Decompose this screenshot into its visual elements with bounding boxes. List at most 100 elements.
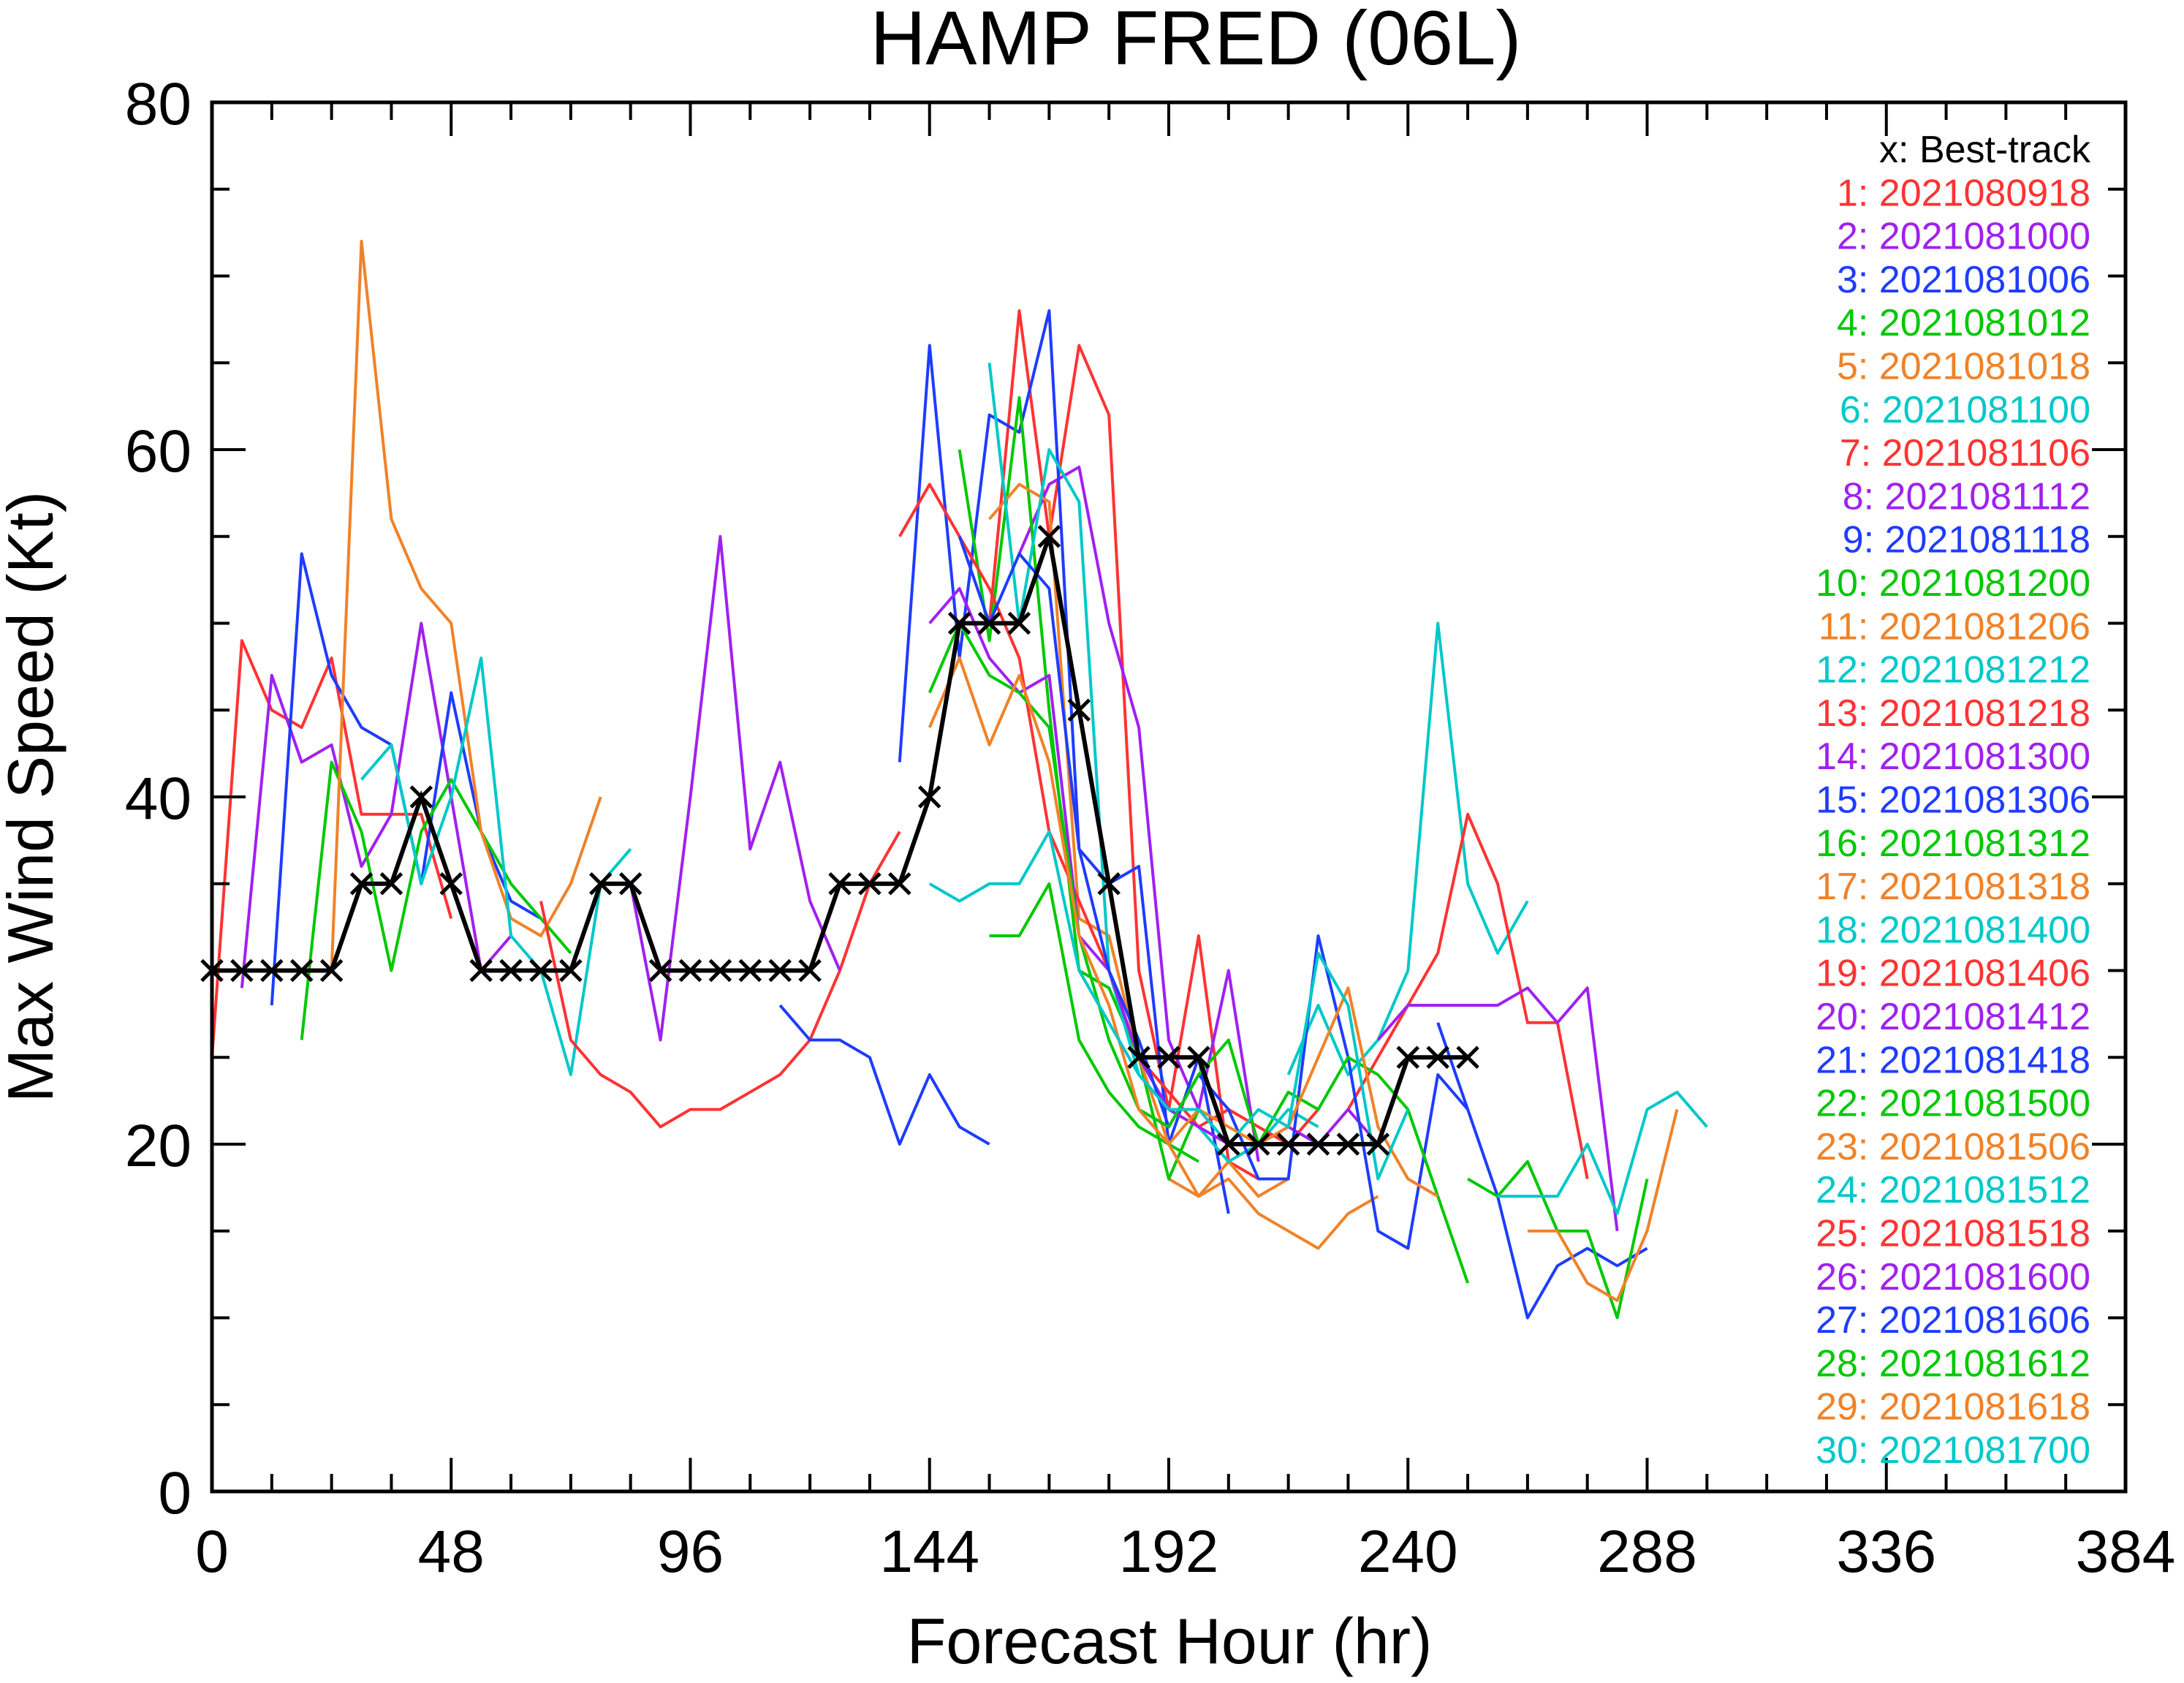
best-track-marker (678, 958, 702, 983)
legend-entry-1-2021080918: 1: 2021080918 (1837, 172, 2090, 214)
series-line-25 (898, 483, 1320, 1146)
best-track-marker (469, 958, 493, 983)
y-axis-ticks: 0 20 40 60 80 (125, 71, 2126, 1527)
x-tick-label: 144 (879, 1519, 979, 1585)
legend-entry-27-2021081606: 27: 2021081606 (1816, 1299, 2090, 1342)
y-tick-label: 0 (158, 1460, 192, 1527)
legend-entry-14-2021081300: 14: 2021081300 (1816, 735, 2090, 778)
best-track-marker (708, 958, 732, 983)
best-track-marker (1097, 871, 1121, 896)
x-tick-label: 48 (418, 1519, 485, 1585)
x-tick-label: 336 (1836, 1519, 1936, 1585)
legend-entry-19-2021081406: 19: 2021081406 (1816, 953, 2090, 995)
best-track-marker (828, 871, 852, 896)
plot-series-layer (211, 240, 1708, 1320)
best-track-layer (200, 524, 1479, 1156)
legend-entry-20-2021081412: 20: 2021081412 (1816, 996, 2090, 1038)
best-track-marker (439, 871, 463, 896)
legend-entry-13-2021081218: 13: 2021081218 (1816, 692, 2090, 735)
series-line-28 (928, 621, 1469, 1284)
legend-entry-2-2021081000: 2: 2021081000 (1837, 216, 2090, 258)
series-line-17 (1527, 1109, 1679, 1302)
best-track-marker (888, 871, 911, 896)
best-track-marker (1157, 1045, 1180, 1070)
series-line-8 (629, 534, 841, 1042)
x-tick-label: 0 (195, 1519, 229, 1585)
best-track-marker (648, 958, 672, 983)
best-track-marker (1276, 1132, 1300, 1156)
best-track-marker (1396, 1045, 1420, 1070)
best-track-marker (289, 958, 314, 983)
legend-entry-25-2021081518: 25: 2021081518 (1816, 1213, 2090, 1255)
series-line-9 (778, 1004, 990, 1146)
y-tick-label: 60 (125, 418, 192, 485)
legend-entry-28-2021081612: 28: 2021081612 (1816, 1342, 2090, 1385)
series-line-6 (360, 657, 632, 1076)
best-track-marker (319, 958, 344, 983)
x-tick-label: 240 (1358, 1519, 1458, 1585)
legend-entry-5-2021081018: 5: 2021081018 (1837, 346, 2090, 388)
legend-entry-16-2021081312: 16: 2021081312 (1816, 822, 2090, 865)
best-track-marker (1366, 1132, 1390, 1156)
series-line-19 (987, 309, 1259, 1181)
series-line-5 (330, 240, 602, 971)
legend-entry-30-2021081700: 30: 2021081700 (1816, 1429, 2090, 1472)
series-line-29 (928, 657, 1439, 1198)
legend-entry-22-2021081500: 22: 2021081500 (1816, 1083, 2090, 1125)
x-tick-label: 192 (1119, 1519, 1219, 1585)
y-axis-label: Max Wind Speed (Kt) (0, 491, 67, 1103)
legend-entry-24-2021081512: 24: 2021081512 (1816, 1169, 2090, 1211)
best-track-marker (768, 958, 792, 983)
legend-entry-4-2021081012: 4: 2021081012 (1837, 302, 2090, 344)
series-line-26 (928, 587, 1379, 1146)
legend-entry-12-2021081212: 12: 2021081212 (1816, 649, 2090, 692)
best-track-marker (1246, 1132, 1270, 1156)
legend-entry-23-2021081506: 23: 2021081506 (1816, 1126, 2090, 1168)
series-line-10 (989, 882, 1199, 1163)
series-line-13 (1346, 812, 1589, 1179)
best-track-marker (977, 611, 1001, 635)
best-track-marker (917, 785, 941, 809)
best-track-marker (1336, 1132, 1360, 1156)
best-track-marker (947, 611, 971, 635)
best-track-marker (349, 871, 374, 896)
series-line-4 (300, 760, 572, 1040)
best-track-marker (618, 871, 642, 896)
series-line-12 (1286, 621, 1529, 1076)
best-track-marker (379, 871, 403, 896)
chart-title: HAMP FRED (06L) (871, 0, 1522, 81)
series-line-27 (958, 536, 1469, 1250)
best-track-marker (738, 958, 762, 983)
series-line-15 (1436, 1022, 1648, 1320)
legend-entry-9-2021081118: 9: 2021081118 (1843, 519, 2090, 561)
x-tick-label: 384 (2076, 1519, 2176, 1585)
legend-entry-10-2021081200: 10: 2021081200 (1816, 562, 2090, 605)
best-track-marker (1127, 1045, 1150, 1070)
x-axis-ticks: 0 48 96 144 192 240 288 336 384 (195, 102, 2175, 1585)
y-tick-label: 80 (125, 71, 192, 137)
best-track-marker (858, 871, 881, 896)
best-track-marker (1456, 1045, 1479, 1070)
series-line-11 (1167, 1177, 1379, 1250)
series-line-30 (928, 830, 1410, 1181)
best-track-marker (409, 785, 433, 809)
best-track-marker (1067, 698, 1091, 722)
best-track-marker (798, 958, 822, 983)
best-track-marker (230, 958, 254, 983)
legend-entry-11-2021081206: 11: 2021081206 (1819, 605, 2090, 648)
legend-entry-29-2021081618: 29: 2021081618 (1816, 1386, 2090, 1429)
x-axis-label: Forecast Hour (hr) (907, 1605, 1433, 1677)
series-line-21 (898, 309, 1230, 1214)
series-line-2 (240, 621, 512, 988)
x-tick-label: 288 (1597, 1519, 1697, 1585)
best-track-marker (1037, 524, 1061, 548)
legend-entry-7-2021081106: 7: 2021081106 (1840, 432, 2090, 474)
legend-entry-26-2021081600: 26: 2021081600 (1816, 1256, 2090, 1298)
best-track-marker (499, 958, 523, 983)
legend-entry-17-2021081318: 17: 2021081318 (1816, 866, 2090, 908)
best-track-marker (529, 958, 553, 983)
series-line-1 (211, 639, 453, 1058)
series-line-14 (1376, 986, 1619, 1232)
legend-entry-3-2021081006: 3: 2021081006 (1837, 259, 2090, 301)
